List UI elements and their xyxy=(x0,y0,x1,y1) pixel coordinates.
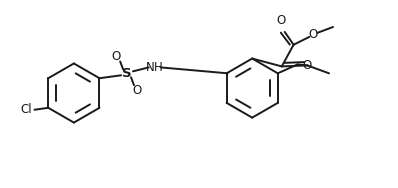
Text: H: H xyxy=(154,61,163,74)
Text: O: O xyxy=(111,50,121,63)
Text: Cl: Cl xyxy=(20,103,31,116)
Text: O: O xyxy=(132,83,142,97)
Text: O: O xyxy=(302,59,312,72)
Text: N: N xyxy=(146,61,155,74)
Text: S: S xyxy=(122,67,132,80)
Text: O: O xyxy=(276,14,285,27)
Text: O: O xyxy=(309,28,318,41)
